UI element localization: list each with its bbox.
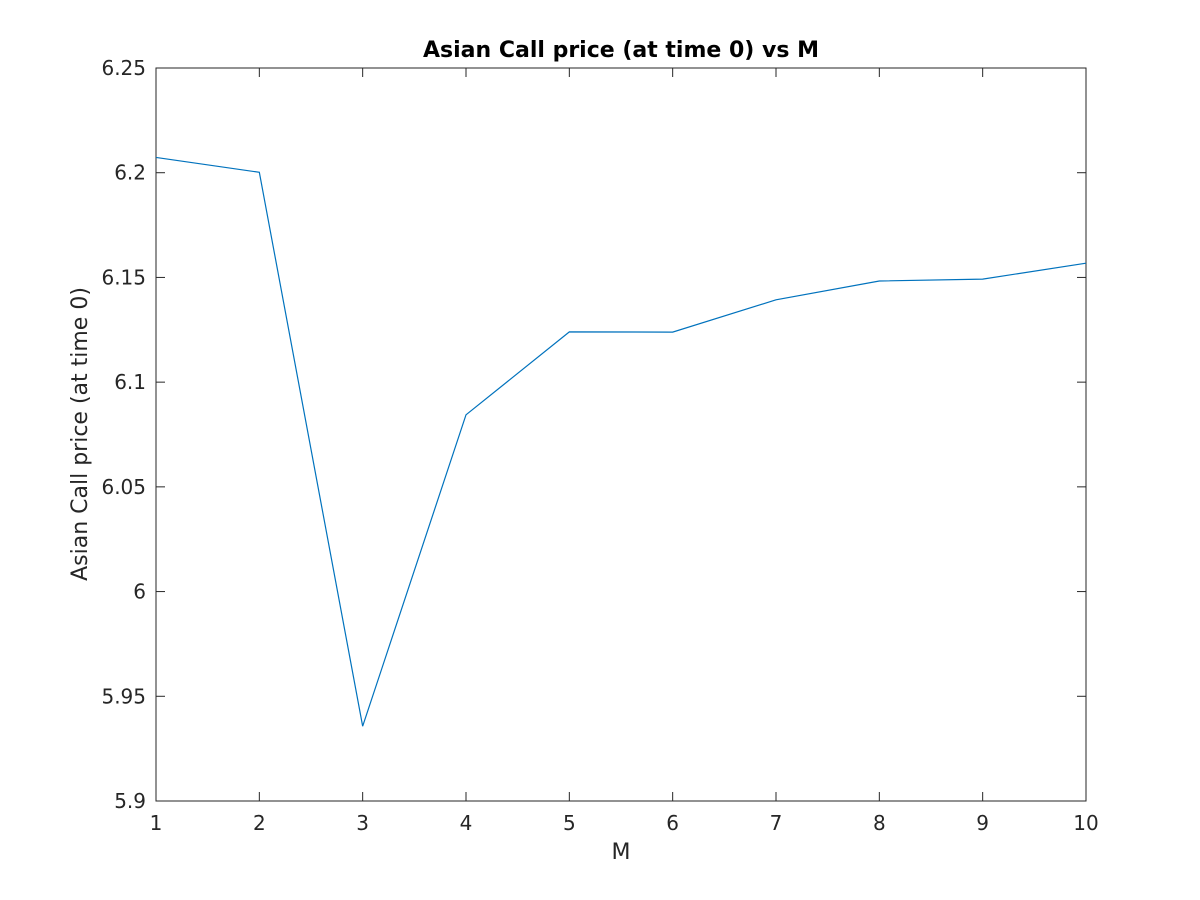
y-tick-label: 6.25	[101, 56, 146, 80]
y-tick-label: 6.15	[101, 265, 146, 289]
y-tick-label: 5.95	[101, 684, 146, 708]
x-tick-label: 4	[460, 811, 473, 835]
x-tick-label: 5	[563, 811, 576, 835]
y-tick-label: 6.1	[114, 370, 146, 394]
x-tick-label: 10	[1073, 811, 1098, 835]
y-tick-label: 5.9	[114, 789, 146, 813]
x-tick-label: 9	[976, 811, 989, 835]
y-tick-label: 6.05	[101, 475, 146, 499]
y-axis: 5.9 5.95 6 6.05 6.1 6.15 6.2 6.25	[101, 56, 1086, 813]
x-tick-label: 2	[253, 811, 266, 835]
x-tick-label: 7	[770, 811, 783, 835]
axes-box	[155, 67, 1087, 802]
y-axis-title: Asian Call price (at time 0)	[68, 287, 93, 581]
x-tick-label: 8	[873, 811, 886, 835]
x-tick-label: 6	[666, 811, 679, 835]
y-tick-label: 6.2	[114, 161, 146, 185]
x-axis: 1 2 3 4 5 6 7 8 9 10	[150, 68, 1099, 835]
x-tick-label: 1	[150, 811, 163, 835]
x-axis-title: M	[612, 840, 631, 865]
series-line	[155, 156, 1087, 727]
x-tick-label: 3	[356, 811, 369, 835]
y-tick-label: 6	[133, 580, 146, 604]
plot-area	[155, 67, 1087, 802]
chart-title: Asian Call price (at time 0) vs M	[423, 38, 819, 63]
